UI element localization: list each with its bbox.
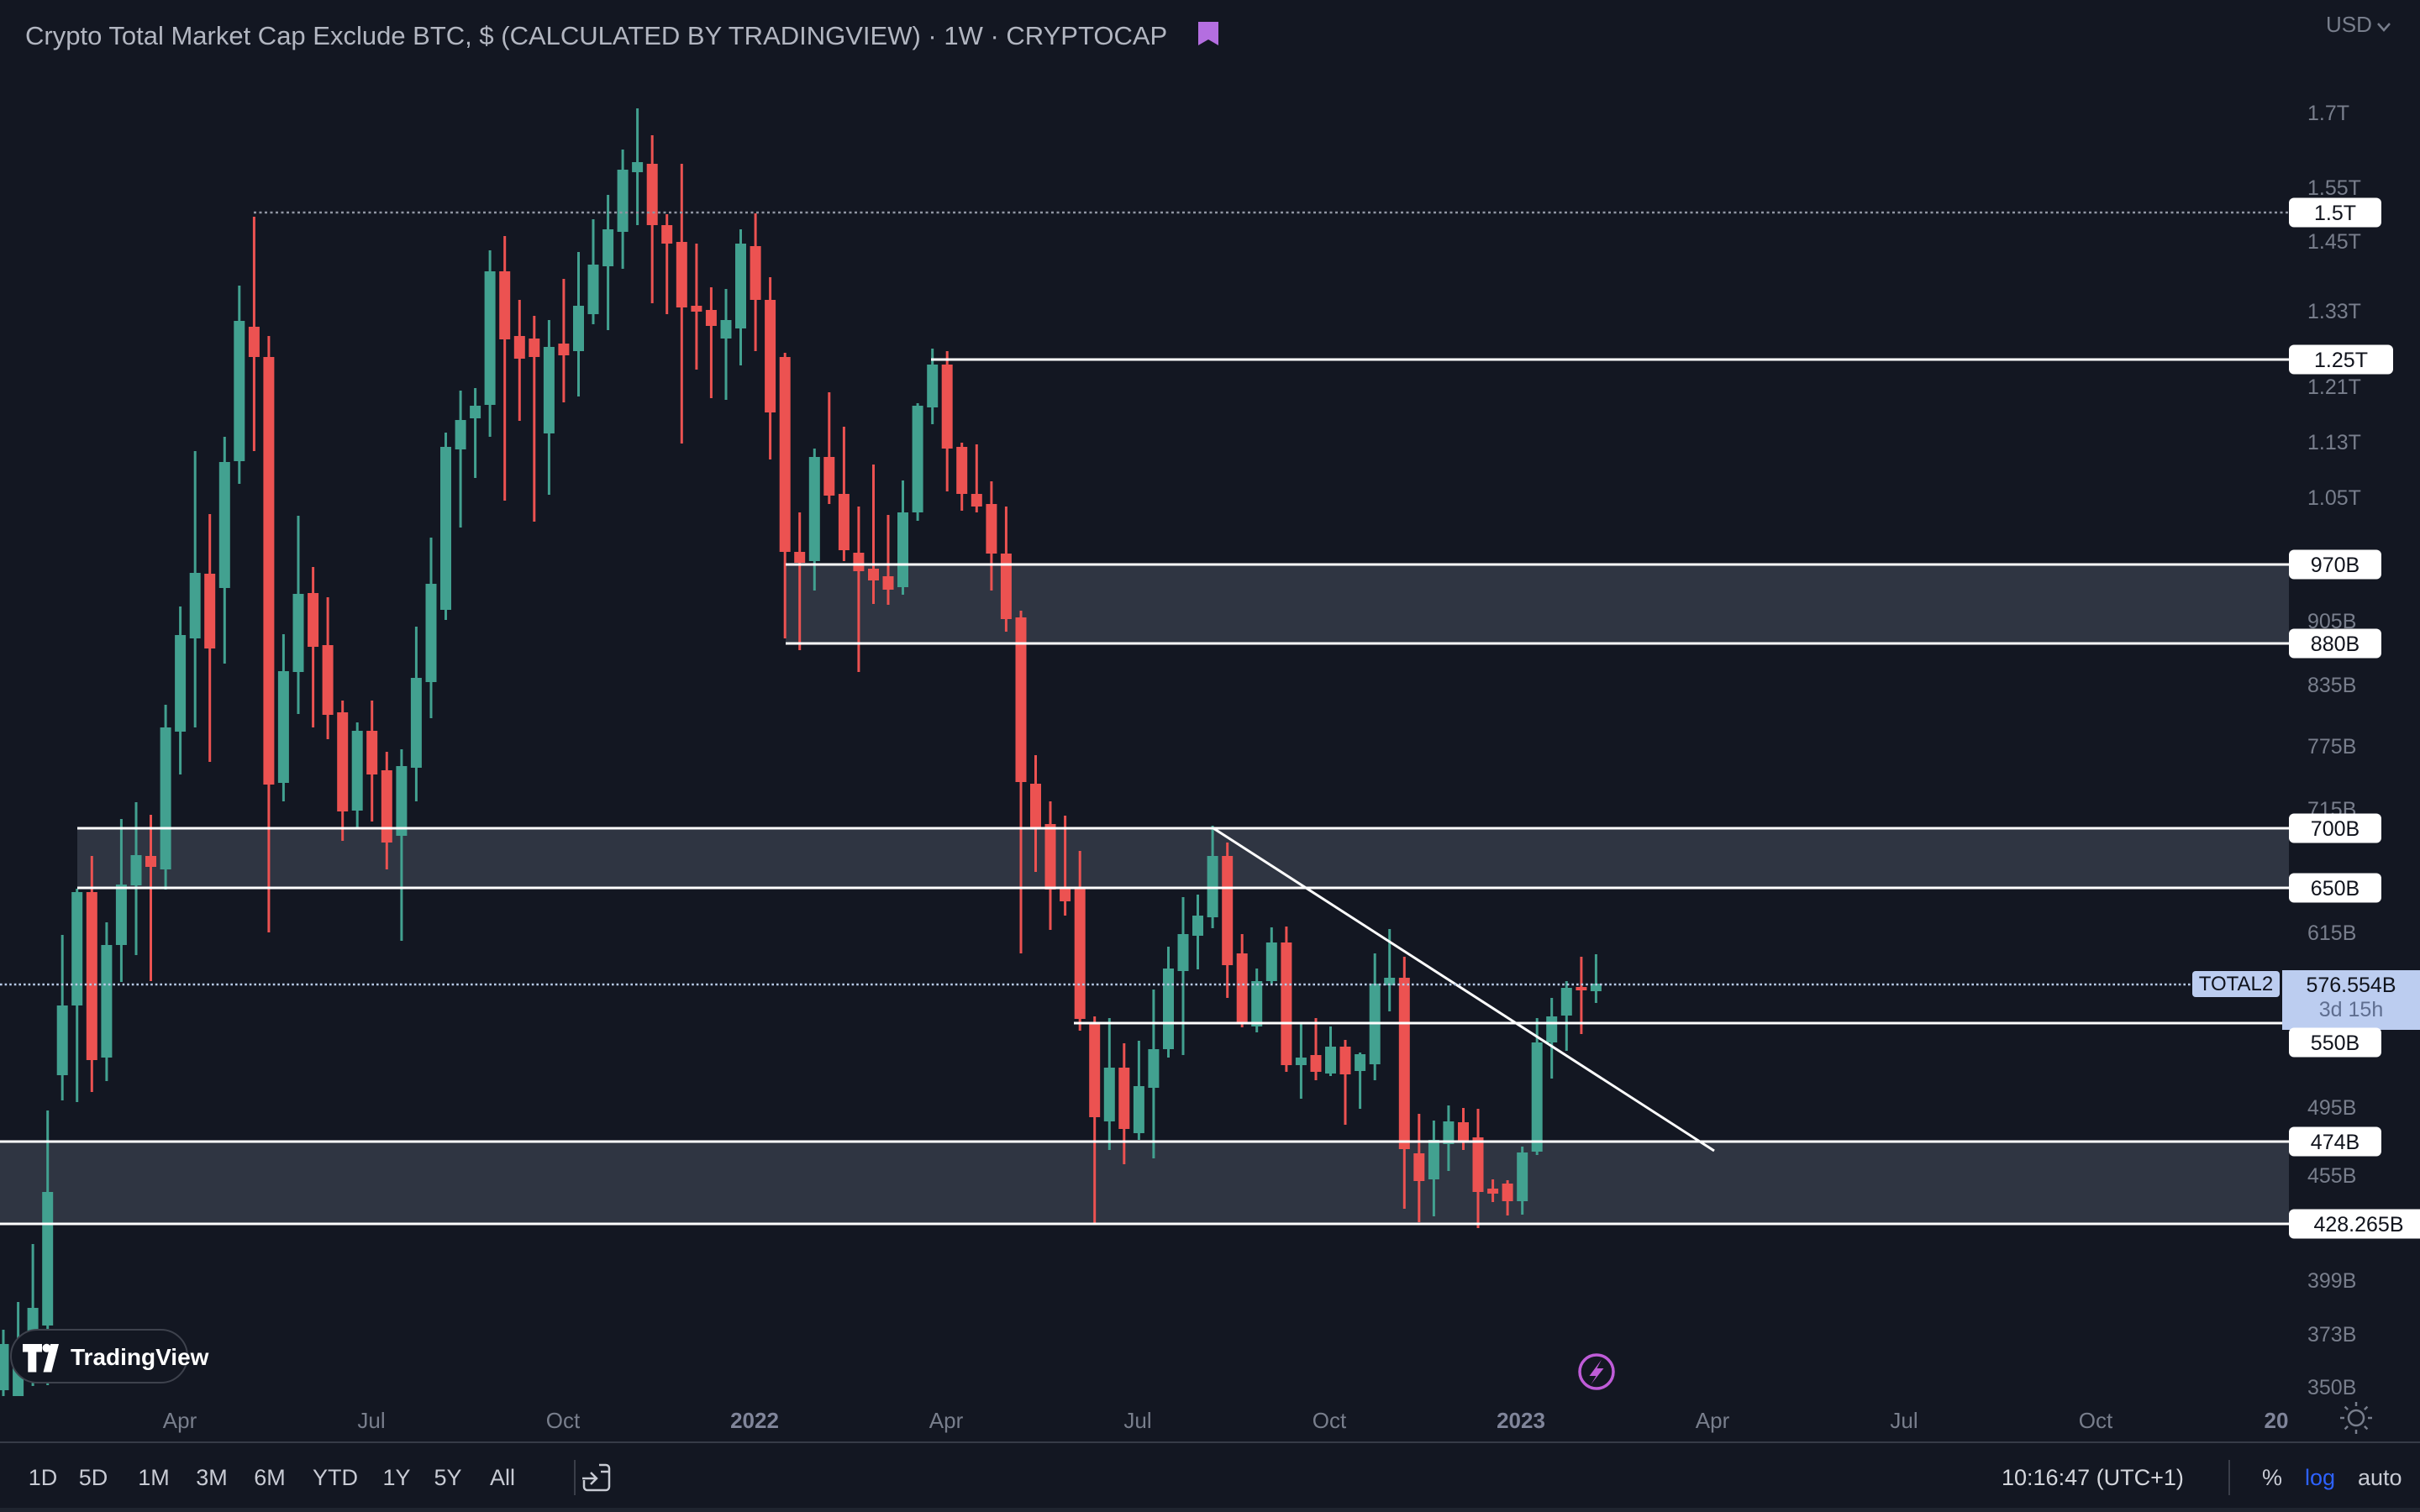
svg-text:%: % xyxy=(2262,1465,2282,1490)
svg-text:399B: 399B xyxy=(2307,1269,2356,1293)
svg-text:Jul: Jul xyxy=(357,1408,385,1433)
svg-text:474B: 474B xyxy=(2311,1131,2360,1154)
svg-text:2023: 2023 xyxy=(1497,1408,1545,1433)
svg-text:373B: 373B xyxy=(2307,1323,2356,1347)
svg-text:USD: USD xyxy=(2326,12,2372,37)
svg-text:1.05T: 1.05T xyxy=(2307,486,2361,510)
svg-text:3M: 3M xyxy=(196,1465,228,1490)
svg-text:1.5T: 1.5T xyxy=(2314,202,2356,225)
svg-text:TradingView: TradingView xyxy=(71,1344,209,1370)
svg-text:Oct: Oct xyxy=(1313,1408,1347,1433)
svg-text:6M: 6M xyxy=(254,1465,286,1490)
svg-text:1.25T: 1.25T xyxy=(2314,349,2368,372)
svg-text:5Y: 5Y xyxy=(434,1465,461,1490)
svg-text:Oct: Oct xyxy=(546,1408,581,1433)
svg-text:1.13T: 1.13T xyxy=(2307,431,2361,454)
svg-text:576.554B: 576.554B xyxy=(2306,974,2396,997)
svg-text:1.7T: 1.7T xyxy=(2307,102,2349,125)
svg-text:10:16:47 (UTC+1): 10:16:47 (UTC+1) xyxy=(2002,1465,2184,1490)
svg-text:All: All xyxy=(490,1465,515,1490)
svg-text:455B: 455B xyxy=(2307,1164,2356,1188)
svg-text:log: log xyxy=(2305,1465,2335,1490)
svg-text:1M: 1M xyxy=(138,1465,170,1490)
svg-text:350B: 350B xyxy=(2307,1376,2356,1399)
svg-text:775B: 775B xyxy=(2307,735,2356,759)
svg-text:Apr: Apr xyxy=(163,1408,197,1433)
svg-text:YTD: YTD xyxy=(313,1465,358,1490)
svg-text:700B: 700B xyxy=(2311,817,2360,841)
svg-text:1D: 1D xyxy=(29,1465,58,1490)
svg-text:1.33T: 1.33T xyxy=(2307,300,2361,323)
svg-text:835B: 835B xyxy=(2307,674,2356,697)
svg-text:2022: 2022 xyxy=(730,1408,779,1433)
svg-text:550B: 550B xyxy=(2311,1032,2360,1055)
svg-text:1.45T: 1.45T xyxy=(2307,230,2361,254)
svg-text:650B: 650B xyxy=(2311,877,2360,900)
svg-text:5D: 5D xyxy=(79,1465,108,1490)
svg-text:Crypto Total Market Cap Exclud: Crypto Total Market Cap Exclude BTC, $ (… xyxy=(25,21,1167,50)
svg-text:Oct: Oct xyxy=(2079,1408,2113,1433)
svg-text:20: 20 xyxy=(2265,1408,2289,1433)
svg-text:970B: 970B xyxy=(2311,554,2360,577)
svg-text:428.265B: 428.265B xyxy=(2313,1213,2403,1236)
svg-text:1.21T: 1.21T xyxy=(2307,375,2361,399)
svg-text:615B: 615B xyxy=(2307,921,2356,945)
svg-text:1.55T: 1.55T xyxy=(2307,176,2361,200)
svg-text:880B: 880B xyxy=(2311,633,2360,656)
svg-text:3d 15h: 3d 15h xyxy=(2319,998,2383,1021)
svg-text:TOTAL2: TOTAL2 xyxy=(2199,973,2273,995)
svg-text:495B: 495B xyxy=(2307,1096,2356,1120)
svg-text:Apr: Apr xyxy=(929,1408,964,1433)
svg-text:auto: auto xyxy=(2358,1465,2402,1490)
svg-text:1Y: 1Y xyxy=(382,1465,410,1490)
svg-text:Jul: Jul xyxy=(1123,1408,1151,1433)
svg-text:Apr: Apr xyxy=(1696,1408,1730,1433)
svg-text:Jul: Jul xyxy=(1890,1408,1918,1433)
